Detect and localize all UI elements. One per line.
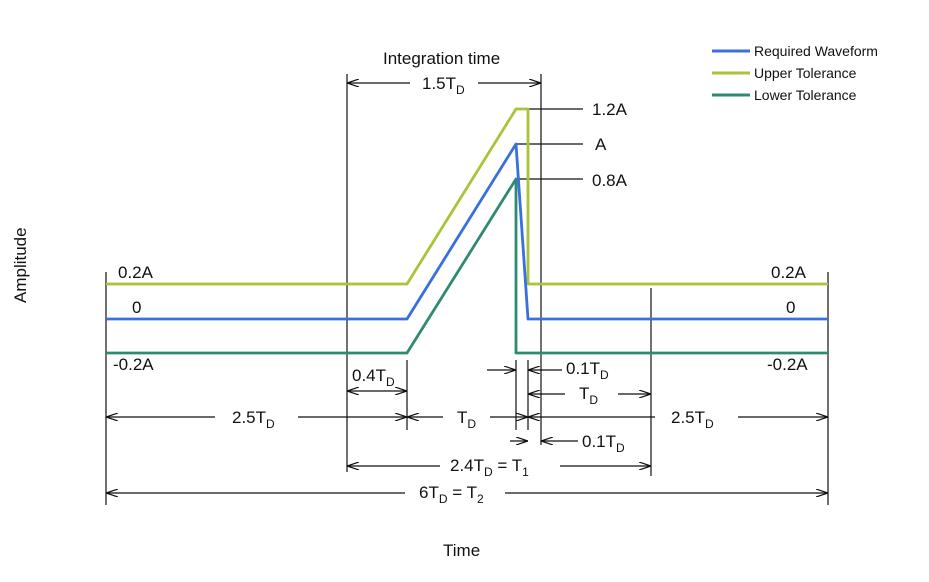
label-upper-left: 0.2A [118, 263, 154, 282]
dim-label-t2: 6TD = T2 [419, 483, 484, 506]
dim-label-t1-b: = T [493, 456, 522, 475]
dim-label-t1-b-sub: 1 [522, 465, 529, 479]
dim-label-pre: 2.5TD [232, 408, 275, 431]
required-waveform-line [106, 142, 828, 321]
dim-label-rise-tolerance: 0.4TD [352, 366, 395, 389]
dim-label-pre-main: 2.5T [232, 408, 266, 427]
dim-label-t2-b: = T [448, 483, 477, 502]
level-labels: 0.2A 0 -0.2A 0.2A 0 -0.2A 1.2A A 0.8A [113, 100, 808, 374]
integration-time-title: Integration time [383, 49, 500, 68]
label-peak-upper: 1.2A [592, 100, 628, 119]
dim-label-t1-a: 2.4T [450, 456, 484, 475]
dim-label-fall-tolerance: 0.1TD [566, 359, 609, 382]
label-zero-right: 0 [786, 298, 795, 317]
y-axis-label: Amplitude [11, 227, 30, 303]
dim-label-t2-b-sub: 2 [477, 492, 484, 506]
dim-label-pulse: TD [457, 408, 476, 431]
dim-label-post-td: TD [579, 384, 598, 407]
dim-label-post: 2.5TD [671, 408, 714, 431]
dim-label-t2-a-sub: D [439, 492, 448, 506]
dim-label-integration-sub: D [456, 83, 465, 97]
dim-label-t1-a-sub: D [484, 465, 493, 479]
lower-tolerance-line [106, 177, 828, 355]
dim-label-rise-tolerance-sub: D [386, 375, 395, 389]
dim-label-post-td-sub: D [589, 393, 598, 407]
dim-label-fall-tolerance-sub: D [600, 368, 609, 382]
dim-label-post-main: 2.5T [671, 408, 705, 427]
legend-label-upper: Upper Tolerance [754, 65, 857, 81]
dim-label-post-td-main: T [579, 384, 589, 403]
dim-label-pulse-sub: D [467, 417, 476, 431]
dim-label-fall-main: 0.1T [582, 432, 616, 451]
label-zero-left: 0 [132, 298, 141, 317]
dim-label-integration-main: 1.5T [422, 74, 456, 93]
dim-label-t2-a: 6T [419, 483, 439, 502]
dim-label-pulse-main: T [457, 408, 467, 427]
legend-label-required: Required Waveform [754, 43, 878, 59]
label-lower-left: -0.2A [113, 355, 154, 374]
legend: Required Waveform Upper Tolerance Lower … [712, 43, 878, 103]
label-upper-right: 0.2A [771, 263, 807, 282]
upper-tolerance-line [106, 107, 828, 286]
label-peak-lower: 0.8A [592, 171, 628, 190]
dimension-lines [106, 83, 828, 493]
label-peak: A [595, 135, 607, 154]
legend-label-lower: Lower Tolerance [754, 87, 857, 103]
dimension-labels: Integration time 1.5TD 0.4TD 0.1TD TD 2.… [232, 49, 714, 506]
label-lower-right: -0.2A [767, 355, 808, 374]
dim-label-rise-tolerance-main: 0.4T [352, 366, 386, 385]
dim-label-integration: 1.5TD [422, 74, 465, 97]
dim-label-fall-sub: D [616, 441, 625, 455]
dim-label-t1: 2.4TD = T1 [450, 456, 529, 479]
dim-label-fall: 0.1TD [582, 432, 625, 455]
dim-label-pre-sub: D [266, 417, 275, 431]
x-axis-label: Time [443, 541, 480, 560]
dim-label-post-sub: D [705, 417, 714, 431]
dim-label-fall-tolerance-main: 0.1T [566, 359, 600, 378]
extension-lines [105, 74, 829, 505]
peak-leaders [516, 108, 583, 180]
